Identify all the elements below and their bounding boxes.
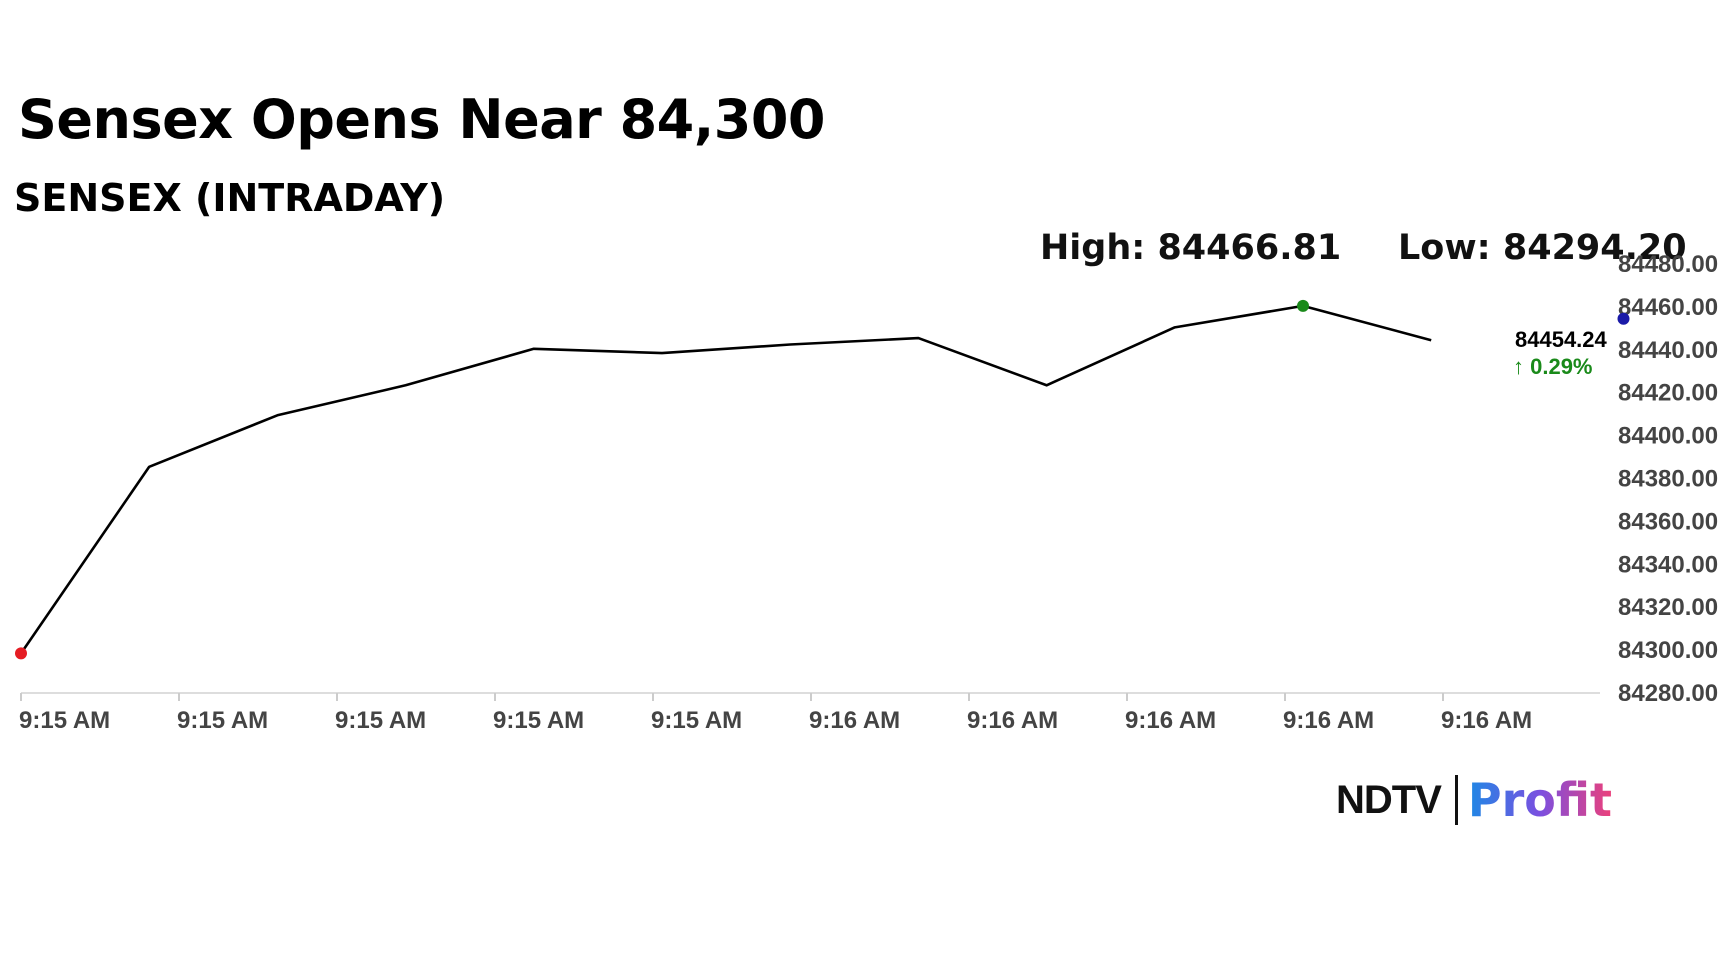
y-tick-label: 84300.00: [1618, 637, 1718, 664]
y-tick-label: 84480.00: [1618, 251, 1718, 278]
value-labels: 84454.24↑ 0.29%: [1513, 327, 1608, 379]
y-tick-label: 84400.00: [1618, 423, 1718, 450]
x-tick-label: 9:15 AM: [651, 707, 742, 734]
last-value-label: 84454.24: [1515, 327, 1608, 352]
logo-profit-text: Profit: [1467, 773, 1612, 827]
x-tick-label: 9:16 AM: [1125, 707, 1216, 734]
ndtv-profit-logo: NDTV Profit: [1336, 770, 1612, 830]
x-tick-label: 9:16 AM: [1283, 707, 1374, 734]
y-tick-label: 84280.00: [1618, 680, 1718, 707]
y-axis: 84280.00 84300.00 84320.00 84340.00 84360.00…: [1618, 251, 1718, 707]
y-tick-label: 84380.00: [1618, 466, 1718, 493]
high-stat: High: 84466.81: [1040, 228, 1342, 268]
y-tick-label: 84360.00: [1618, 508, 1718, 535]
logo-ndtv-text: NDTV: [1336, 777, 1442, 822]
x-tick-label: 9:15 AM: [493, 707, 584, 734]
sensex-intraday-chart: 9:15 AM 9:15 AM 9:15 AM 9:15 AM 9:15 AM 9:16 …: [15, 251, 1718, 734]
x-tick-label: 9:16 AM: [967, 707, 1058, 734]
x-axis: 9:15 AM 9:15 AM 9:15 AM 9:15 AM 9:15 AM 9:16 …: [19, 692, 1600, 734]
high-marker: [1297, 299, 1309, 312]
headline: Sensex Opens Near 84,300: [18, 88, 826, 151]
y-tick-label: 84340.00: [1618, 551, 1718, 578]
x-tick-label: 9:16 AM: [809, 707, 900, 734]
x-tick-label: 9:15 AM: [177, 707, 268, 734]
end-marker: [1617, 312, 1630, 325]
start-marker: [15, 647, 27, 660]
logo-divider: [1454, 775, 1458, 825]
y-tick-label: 84320.00: [1618, 594, 1718, 621]
x-tick-label: 9:15 AM: [335, 707, 426, 734]
x-tick-label: 9:16 AM: [1441, 707, 1532, 734]
x-tick-label: 9:15 AM: [19, 707, 110, 734]
y-tick-label: 84460.00: [1618, 294, 1718, 321]
y-tick-label: 84420.00: [1618, 380, 1718, 407]
low-stat: Low: 84294.20: [1398, 228, 1687, 268]
chart-subtitle: SENSEX (INTRADAY): [14, 176, 446, 220]
change-label: ↑ 0.29%: [1513, 354, 1593, 379]
series-line: [19, 304, 1432, 655]
plot-area: [15, 299, 1630, 660]
y-tick-label: 84440.00: [1618, 337, 1718, 364]
